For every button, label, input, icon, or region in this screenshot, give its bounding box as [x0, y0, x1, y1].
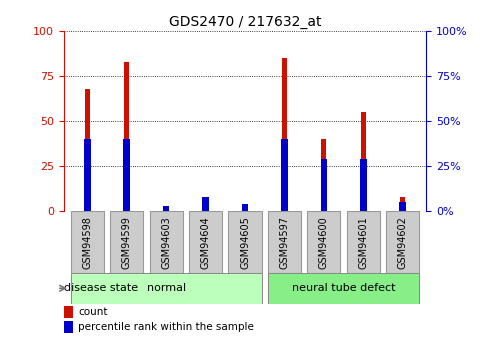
Bar — [64, 306, 73, 318]
Text: neural tube defect: neural tube defect — [292, 283, 395, 293]
Text: GSM94597: GSM94597 — [279, 216, 290, 269]
Text: GSM94600: GSM94600 — [319, 216, 329, 269]
Bar — [360, 159, 367, 211]
Bar — [149, 211, 183, 273]
Text: normal: normal — [147, 283, 186, 293]
Bar — [347, 211, 380, 273]
Bar — [110, 211, 143, 273]
Title: GDS2470 / 217632_at: GDS2470 / 217632_at — [169, 14, 321, 29]
Text: GSM94602: GSM94602 — [398, 216, 408, 269]
Bar — [124, 62, 129, 211]
Bar — [163, 206, 170, 211]
Text: count: count — [78, 307, 108, 317]
Bar — [268, 211, 301, 273]
Text: GSM94601: GSM94601 — [358, 216, 368, 269]
Bar — [71, 273, 262, 304]
Text: GSM94604: GSM94604 — [200, 216, 211, 269]
Bar — [84, 139, 91, 211]
Bar — [399, 202, 406, 211]
Bar — [321, 139, 326, 211]
Text: percentile rank within the sample: percentile rank within the sample — [78, 322, 254, 332]
Bar — [64, 321, 73, 333]
Text: GSM94603: GSM94603 — [161, 216, 171, 269]
Text: disease state: disease state — [65, 283, 139, 293]
Bar — [320, 159, 327, 211]
Bar — [386, 211, 419, 273]
Bar — [361, 112, 366, 211]
Bar — [282, 58, 287, 211]
Bar — [281, 139, 288, 211]
Bar — [189, 211, 222, 273]
Bar — [307, 211, 341, 273]
Text: GSM94605: GSM94605 — [240, 216, 250, 269]
Bar — [228, 211, 262, 273]
Bar — [85, 89, 90, 211]
Bar — [71, 211, 104, 273]
Text: GSM94599: GSM94599 — [122, 216, 132, 269]
Bar — [268, 273, 419, 304]
Bar — [203, 206, 208, 211]
Bar — [202, 197, 209, 211]
Text: GSM94598: GSM94598 — [82, 216, 92, 269]
Bar — [242, 204, 248, 211]
Bar — [123, 139, 130, 211]
Bar — [400, 197, 405, 211]
